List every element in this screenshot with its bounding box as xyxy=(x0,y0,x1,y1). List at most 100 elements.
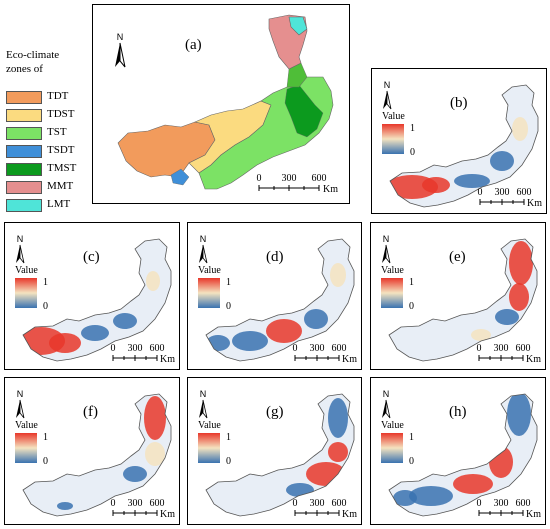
north-arrow-icon: N xyxy=(382,234,391,264)
svg-text:0: 0 xyxy=(478,187,483,198)
value-hotspot xyxy=(206,335,230,351)
legend-item-tst: TST xyxy=(6,124,96,142)
legend-item-tsdt: TSDT xyxy=(6,142,96,160)
eco-zone-legend: Eco-climate zones of xyxy=(4,48,90,76)
legend-label: TDT xyxy=(47,90,69,102)
region-fill xyxy=(390,85,538,207)
value-max-label: 1 xyxy=(43,432,48,443)
value-legend-title: Value xyxy=(382,111,405,122)
north-label: N xyxy=(384,80,391,90)
region-map xyxy=(388,393,538,517)
legend-label: LMT xyxy=(47,198,71,210)
value-hotspot xyxy=(507,394,531,436)
value-hotspot xyxy=(286,483,314,497)
north-arrow-icon: N xyxy=(382,389,391,419)
value-hotspot xyxy=(509,241,533,285)
value-min-label: 0 xyxy=(409,301,414,312)
region-outline xyxy=(22,238,172,362)
svg-text:600: 600 xyxy=(516,343,531,354)
panel-b: N Value 1 0 (b) 0 300 600 Km xyxy=(371,68,547,214)
value-hotspot xyxy=(422,177,450,193)
legend-title-line1: Eco-climate xyxy=(6,49,60,61)
svg-text:0: 0 xyxy=(293,343,298,354)
value-hotspot xyxy=(113,313,137,329)
north-arrow-icon: N xyxy=(199,389,208,419)
svg-text:300: 300 xyxy=(494,343,509,354)
value-color-ramp xyxy=(381,278,403,308)
value-legend-title: Value xyxy=(15,265,38,276)
zone-lmt xyxy=(288,16,308,36)
value-min-label: 0 xyxy=(226,301,231,312)
north-label: N xyxy=(200,389,207,399)
legend-label: TDST xyxy=(47,108,75,120)
svg-text:600: 600 xyxy=(516,498,531,509)
zone-tsdt xyxy=(170,168,190,186)
map-a: N (a) 0 300 600 Km xyxy=(115,14,338,195)
svg-text:600: 600 xyxy=(150,498,165,509)
value-color-ramp xyxy=(382,124,404,154)
panel-h: N Value 1 0 (h) 0 300 600 Km xyxy=(370,377,546,525)
region-outline xyxy=(205,238,355,362)
legend-title-line2: zones of xyxy=(6,63,43,75)
value-max-label: 1 xyxy=(410,123,415,134)
value-legend-title: Value xyxy=(381,265,404,276)
value-hotspot xyxy=(144,396,166,440)
panel-c: N Value 1 0 (c) 0 300 600 Km xyxy=(4,222,180,370)
legend-label: TMST xyxy=(47,162,77,174)
value-legend-title: Value xyxy=(198,420,221,431)
panel-label: (f) xyxy=(83,404,98,420)
value-max-label: 1 xyxy=(409,277,414,288)
svg-text:Km: Km xyxy=(160,354,175,365)
value-max-label: 1 xyxy=(226,432,231,443)
svg-text:0: 0 xyxy=(111,343,116,354)
panel-label: (c) xyxy=(83,249,100,265)
legend-swatch xyxy=(6,199,42,212)
north-label: N xyxy=(117,32,124,42)
legend-swatch xyxy=(6,181,42,194)
svg-text:600: 600 xyxy=(517,187,532,198)
value-hotspot xyxy=(489,446,513,478)
legend-label: MMT xyxy=(47,180,74,192)
region-outline xyxy=(22,393,172,517)
value-max-label: 1 xyxy=(226,277,231,288)
value-hotspot xyxy=(453,474,493,494)
value-hotspot xyxy=(328,442,348,462)
region-map xyxy=(205,238,355,362)
svg-text:Km: Km xyxy=(526,509,541,520)
legend-item-tdst: TDST xyxy=(6,106,96,124)
value-max-label: 1 xyxy=(409,432,414,443)
region-fill xyxy=(206,239,354,361)
value-hotspot xyxy=(509,283,529,311)
region-map xyxy=(22,238,172,362)
svg-text:300: 300 xyxy=(310,498,325,509)
panel-g: N Value 1 0 (g) 0 300 600 Km xyxy=(187,377,362,525)
region-map xyxy=(388,238,538,362)
value-min-label: 0 xyxy=(409,456,414,467)
svg-text:600: 600 xyxy=(150,343,165,354)
value-hotspot xyxy=(306,462,346,486)
svg-text:Km: Km xyxy=(527,198,542,209)
north-label: N xyxy=(383,234,390,244)
value-hotspot xyxy=(81,325,109,341)
north-arrow-icon: N xyxy=(199,234,208,264)
north-arrow-icon: N xyxy=(115,32,126,68)
svg-text:0: 0 xyxy=(293,498,298,509)
value-hotspot xyxy=(471,329,491,341)
region-outline xyxy=(389,84,539,208)
value-legend-title: Value xyxy=(198,265,221,276)
svg-text:Km: Km xyxy=(160,509,175,520)
region-map xyxy=(389,84,539,208)
value-color-ramp xyxy=(381,433,403,463)
svg-text:0: 0 xyxy=(257,173,262,184)
value-min-label: 0 xyxy=(226,456,231,467)
value-color-ramp xyxy=(198,433,220,463)
svg-text:600: 600 xyxy=(332,343,347,354)
